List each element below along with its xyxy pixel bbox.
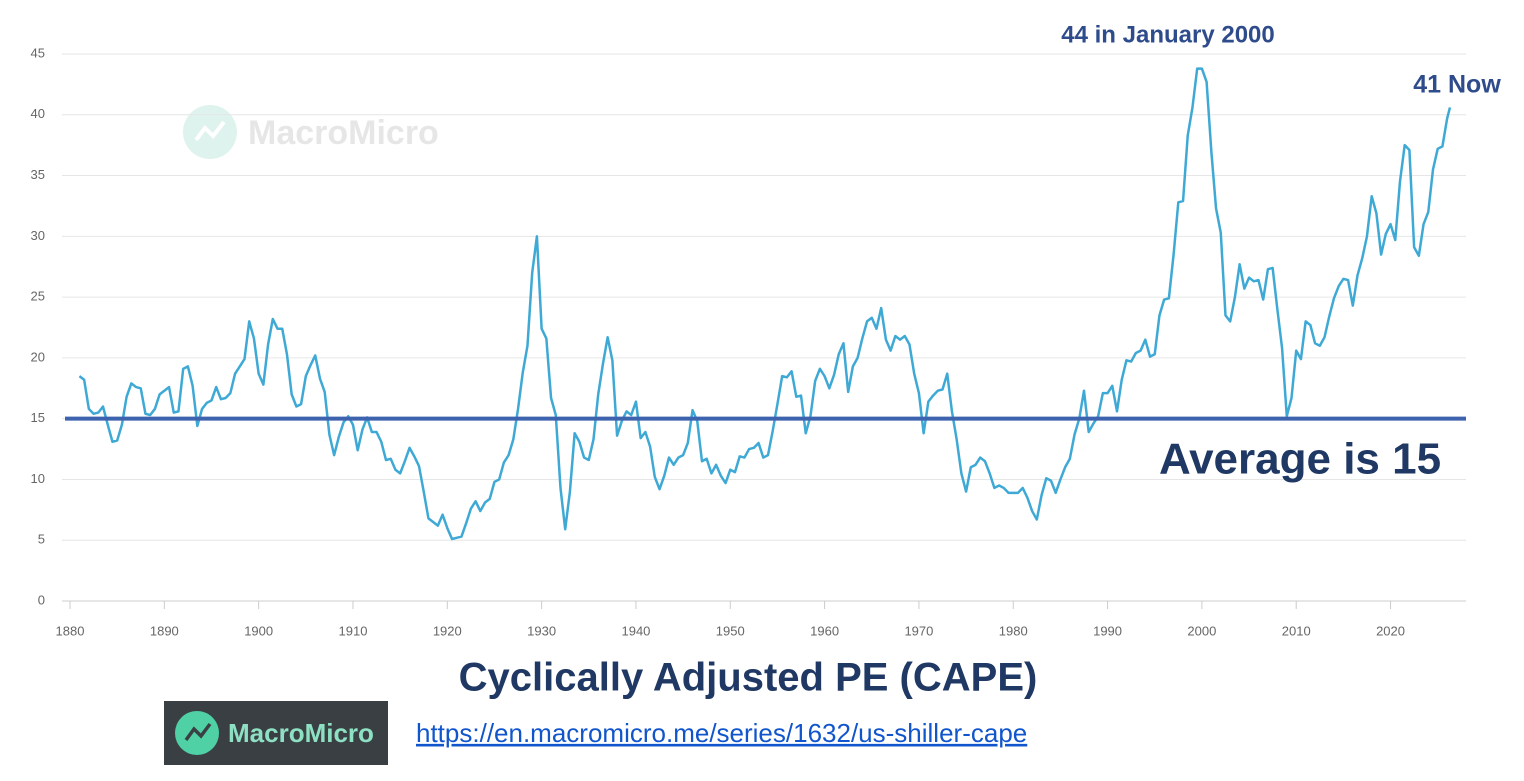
x-tick-label: 1940 (621, 623, 650, 638)
x-tick-label: 1930 (527, 623, 556, 638)
chart-title: Cyclically Adjusted PE (CAPE) (459, 656, 1038, 700)
logo-icon-line (184, 722, 212, 742)
y-tick-label: 40 (31, 106, 45, 121)
y-tick-label: 15 (31, 410, 45, 425)
x-tick-label: 2010 (1282, 623, 1311, 638)
x-tick-label: 2020 (1376, 623, 1405, 638)
x-tick-label: 2000 (1187, 623, 1216, 638)
x-tick-label: 1880 (56, 623, 85, 638)
x-tick-label: 1970 (904, 623, 933, 638)
y-tick-label: 45 (31, 45, 45, 60)
watermark-text: MacroMicro (248, 114, 439, 152)
x-tick-label: 1980 (999, 623, 1028, 638)
x-tick-label: 1920 (433, 623, 462, 638)
y-tick-label: 25 (31, 289, 45, 304)
logo-text: MacroMicro (228, 718, 374, 748)
watermark: MacroMicro (183, 105, 439, 159)
x-tick-label: 1990 (1093, 623, 1122, 638)
x-tick-label: 1950 (716, 623, 745, 638)
x-tick-label: 1960 (810, 623, 839, 638)
y-tick-label: 20 (31, 349, 45, 364)
y-tick-label: 0 (38, 592, 45, 607)
x-tick-label: 1890 (150, 623, 179, 638)
data-line (78, 67, 1452, 541)
x-tick-label: 1910 (339, 623, 368, 638)
y-tick-label: 35 (31, 167, 45, 182)
watermark-icon-line (194, 120, 226, 142)
y-tick-label: 5 (38, 532, 45, 547)
x-tick-label: 1900 (244, 623, 273, 638)
plot: 0 5 10 15 20 25 30 35 40 45 1880 1890 1900 1910 1920 19… (31, 45, 1466, 638)
y-tick-label: 10 (31, 471, 45, 486)
annotation: 44 in January 2000 (1061, 21, 1274, 48)
y-tick-label: 30 (31, 228, 45, 243)
logo: MacroMicro (164, 701, 388, 765)
reference-label: Average is 15 (1159, 435, 1441, 484)
annotation: 41 Now (1413, 71, 1501, 99)
source-link[interactable]: https://en.macromicro.me/series/1632/us-… (416, 718, 1027, 748)
